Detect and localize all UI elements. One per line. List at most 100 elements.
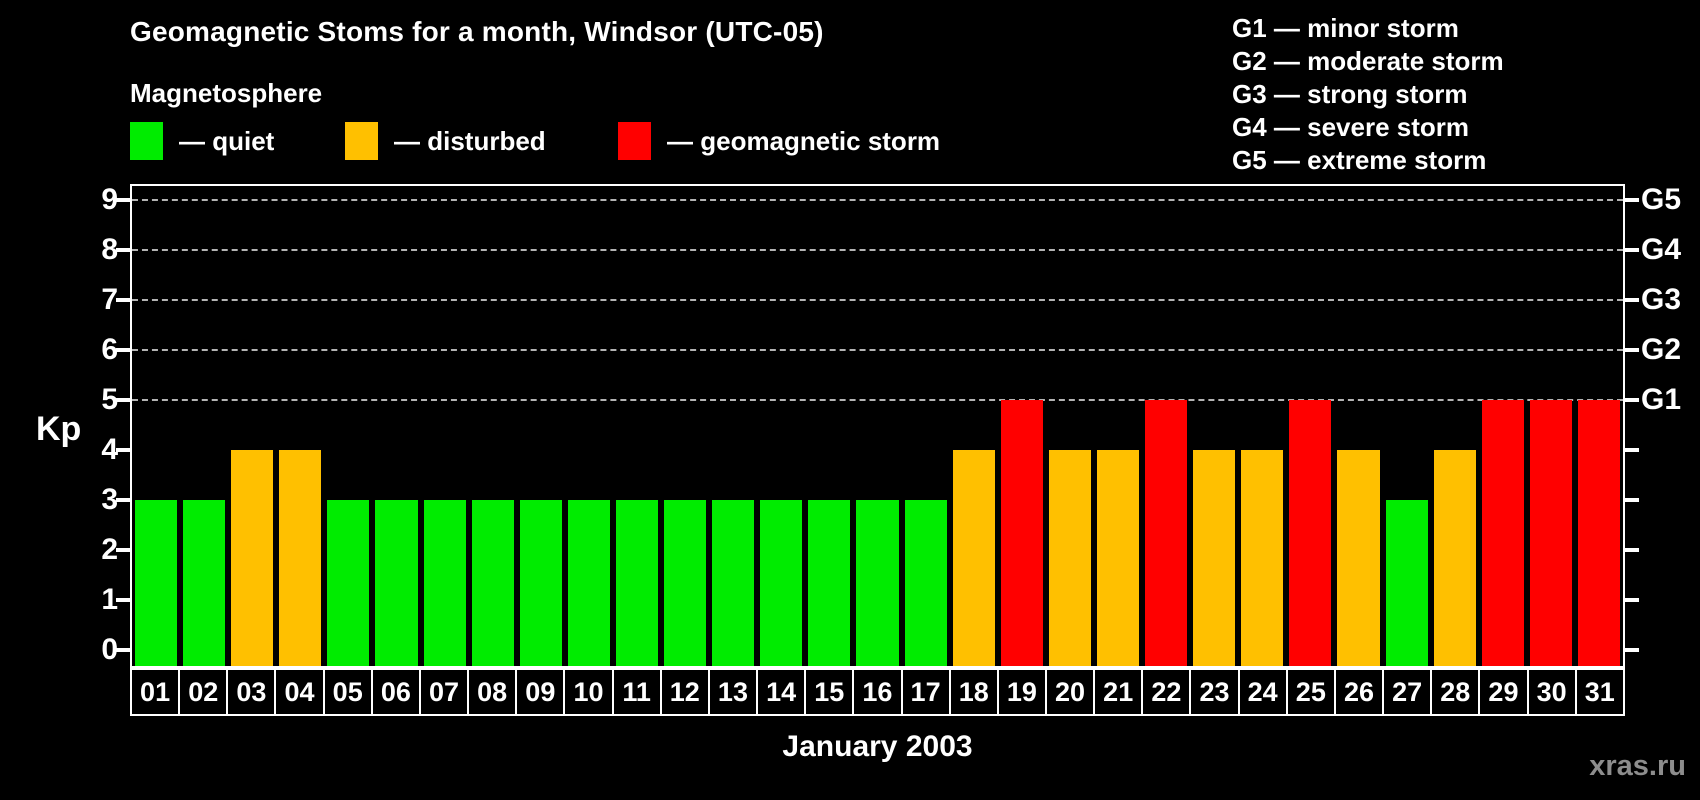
x-tick-label-19: 19 [996, 668, 1047, 716]
right-tick-kp2 [1625, 548, 1639, 552]
bar-day-15 [808, 500, 851, 666]
magnetosphere-legend-heading: Magnetosphere [130, 78, 323, 108]
left-tick-kp5 [116, 398, 130, 402]
g-scale-line-G3: G3 — strong storm [1232, 79, 1468, 109]
right-tick-kp1 [1625, 598, 1639, 602]
gridline-kp9 [132, 199, 1623, 201]
x-tick-label-12: 12 [659, 668, 710, 716]
x-tick-label-23: 23 [1189, 668, 1240, 716]
x-tick-label-27: 27 [1382, 668, 1433, 716]
bar-day-12 [664, 500, 707, 666]
bar-day-20 [1048, 450, 1091, 666]
bar-day-18 [952, 450, 995, 666]
g-axis-label-G3: G3 [1641, 283, 1682, 316]
plot-area [116, 184, 1639, 668]
x-tick-label-28: 28 [1430, 668, 1481, 716]
gridline-kp8 [132, 249, 1623, 251]
x-tick-label-21: 21 [1093, 668, 1144, 716]
right-tick-kp3 [1625, 498, 1639, 502]
bar-day-01 [135, 500, 178, 666]
g-axis-label-G2: G2 [1641, 333, 1682, 366]
x-tick-label-03: 03 [226, 668, 277, 716]
left-tick-kp4 [116, 448, 130, 452]
y-tick-label-3: 3 [101, 483, 118, 516]
g-axis-label-G1: G1 [1641, 383, 1682, 416]
x-tick-label-06: 06 [370, 668, 421, 716]
legend-item-storm: — geomagnetic storm [618, 120, 940, 162]
left-tick-kp7 [116, 298, 130, 302]
right-tick-kp5 [1625, 398, 1639, 402]
watermark: xras.ru [1589, 750, 1686, 782]
x-tick-label-16: 16 [852, 668, 903, 716]
x-tick-label-07: 07 [418, 668, 470, 716]
y-tick-label-5: 5 [101, 383, 118, 416]
bar-day-08 [471, 500, 514, 666]
bar-day-05 [327, 500, 370, 666]
g-scale-line-G5: G5 — extreme storm [1232, 145, 1487, 175]
x-tick-label-04: 04 [274, 668, 325, 716]
x-tick-label-17: 17 [900, 668, 951, 716]
x-tick-label-09: 09 [515, 668, 566, 716]
right-tick-kp9 [1625, 198, 1639, 202]
y-tick-label-9: 9 [101, 183, 118, 216]
bar-day-02 [183, 500, 226, 666]
bar-day-06 [375, 500, 418, 666]
g-axis-label-G5: G5 [1641, 183, 1682, 216]
bar-day-13 [712, 500, 755, 666]
right-tick-kp0 [1625, 648, 1639, 652]
x-tick-label-15: 15 [804, 668, 855, 716]
x-tick-label-26: 26 [1333, 668, 1385, 716]
y-tick-label-2: 2 [101, 533, 118, 566]
y-tick-label-0: 0 [101, 633, 118, 666]
y-tick-label-4: 4 [101, 433, 118, 466]
bar-day-25 [1289, 400, 1332, 666]
x-tick-label-25: 25 [1285, 668, 1336, 716]
bar-day-17 [904, 500, 947, 666]
x-tick-label-10: 10 [563, 668, 614, 716]
y-tick-label-7: 7 [101, 283, 118, 316]
bar-day-14 [760, 500, 803, 666]
bar-day-03 [231, 450, 274, 666]
x-axis-title: January 2003 [782, 730, 973, 763]
bar-day-28 [1433, 450, 1476, 666]
x-tick-label-02: 02 [178, 668, 229, 716]
x-tick-label-31: 31 [1574, 668, 1625, 716]
x-tick-label-11: 11 [611, 668, 662, 716]
g-scale-line-G1: G1 — minor storm [1232, 13, 1459, 43]
x-tick-label-18: 18 [948, 668, 999, 716]
left-tick-kp6 [116, 348, 130, 352]
disturbed-color-swatch-icon [345, 122, 378, 160]
left-tick-kp9 [116, 198, 130, 202]
x-tick-label-05: 05 [322, 668, 373, 716]
left-tick-kp0 [116, 648, 130, 652]
right-tick-kp8 [1625, 248, 1639, 252]
y-tick-label-1: 1 [101, 583, 118, 616]
g-scale-line-G4: G4 — severe storm [1232, 112, 1470, 142]
quiet-color-swatch-icon [130, 122, 163, 160]
gridline-kp6 [132, 349, 1623, 351]
bar-day-30 [1529, 400, 1572, 666]
g-scale-line-G2: G2 — moderate storm [1232, 46, 1504, 76]
left-tick-kp3 [116, 498, 130, 502]
storm-color-swatch-icon [618, 122, 651, 160]
bar-day-04 [279, 450, 322, 666]
bar-day-21 [1096, 450, 1140, 666]
bar-day-10 [567, 500, 610, 666]
x-tick-label-14: 14 [756, 668, 807, 716]
legend-label-storm: — geomagnetic storm [667, 125, 941, 156]
bar-day-11 [615, 500, 659, 666]
right-tick-kp7 [1625, 298, 1639, 302]
bar-day-16 [856, 500, 899, 666]
g-scale-legend: G1 — minor storm G2 — moderate storm G3 — … [1232, 12, 1504, 177]
legend-item-quiet: — quiet [130, 120, 274, 162]
x-axis-day-labels: 01 02 03 04 05 06 07 08 09 10 11 12 13 14 15 16 17 18 19 20… [130, 668, 1625, 716]
x-tick-label-24: 24 [1237, 668, 1288, 716]
bar-day-22 [1145, 400, 1188, 666]
right-tick-kp6 [1625, 348, 1639, 352]
legend-label-disturbed: — disturbed [394, 125, 546, 156]
left-tick-kp1 [116, 598, 130, 602]
x-tick-label-13: 13 [707, 668, 759, 716]
legend-item-disturbed: — disturbed [345, 120, 546, 162]
x-tick-label-22: 22 [1141, 668, 1192, 716]
